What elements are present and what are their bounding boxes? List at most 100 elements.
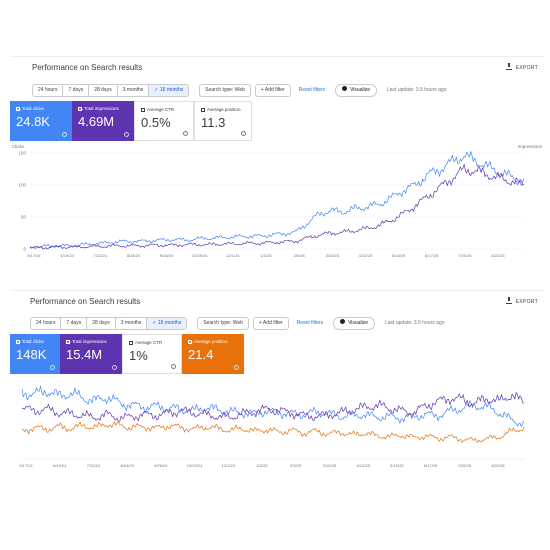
- metric-value: 11.3: [201, 115, 226, 130]
- x-tick-label: 5/15/25: [390, 463, 404, 468]
- range-28-days[interactable]: 28 days: [87, 317, 116, 329]
- last-update-text: Last update: 3.5 hours ago: [384, 320, 445, 326]
- range-3-months[interactable]: 3 months: [118, 84, 150, 96]
- checkbox-icon: [16, 339, 20, 344]
- checkbox-icon: [78, 106, 82, 111]
- checkbox-icon: [129, 340, 133, 345]
- x-tick-label: 10/29/24: [192, 253, 208, 258]
- help-icon[interactable]: [62, 132, 67, 137]
- reset-filters-link[interactable]: Reset filters: [296, 320, 324, 326]
- metric-card-total-impressions[interactable]: Total impressions 15.4M: [60, 334, 122, 374]
- checkbox-icon: [201, 107, 205, 112]
- range-24-hours[interactable]: 24 hours: [31, 317, 62, 329]
- x-tick-label: 9/26/24: [154, 463, 168, 468]
- x-tick-label: 4/12/25: [356, 463, 370, 468]
- x-tick-label: 2/5/25: [290, 463, 302, 468]
- metric-label: Average CTR: [135, 340, 163, 345]
- range-16-months[interactable]: ✓ 16 months: [147, 317, 187, 329]
- help-icon[interactable]: [171, 364, 176, 369]
- help-icon[interactable]: [124, 132, 129, 137]
- reset-filters-link[interactable]: Reset filters: [298, 87, 326, 93]
- range-28-days[interactable]: 28 days: [89, 84, 118, 96]
- range-16-months[interactable]: ✓ 16 months: [149, 84, 189, 96]
- y-tick-label: 50: [21, 215, 27, 220]
- metric-label: Total impressions: [72, 339, 107, 344]
- metric-label: Total clicks: [22, 106, 44, 111]
- date-range-selector: 24 hours 7 days 28 days 3 months ✓ 16 mo…: [32, 83, 190, 97]
- add-filter-button[interactable]: + Add filter: [254, 83, 291, 97]
- metric-label: Average position: [207, 107, 241, 112]
- download-icon: [505, 297, 512, 304]
- x-tick-label: 6/17/25: [425, 253, 439, 258]
- export-button[interactable]: EXPORT: [505, 297, 538, 305]
- export-label: EXPORT: [515, 299, 538, 305]
- visualize-label: Visualize: [348, 319, 368, 326]
- performance-chart-2: 5/17/24 6/19/24 7/22/24 8/24/24 9/26/24 10/29…: [10, 377, 544, 487]
- metric-value: 21.4: [188, 347, 214, 362]
- help-icon[interactable]: [234, 365, 239, 370]
- range-7-days[interactable]: 7 days: [63, 84, 90, 96]
- performance-chart-1: 150 100 50 0 Clicks Impressions 5/17/24 6/19/24…: [10, 143, 544, 275]
- checkbox-icon: [16, 106, 20, 111]
- filter-bar: 24 hours 7 days 28 days 3 months ✓ 16 mo…: [30, 316, 445, 330]
- visualize-button[interactable]: Visualize: [333, 316, 375, 330]
- x-tick-label: 6/19/24: [53, 463, 67, 468]
- search-type-filter[interactable]: Search type: Web: [197, 316, 249, 330]
- x-tick-label: 6/19/24: [60, 253, 74, 258]
- visualize-button[interactable]: Visualize: [335, 83, 377, 97]
- range-24-hours[interactable]: 24 hours: [33, 84, 64, 96]
- right-axis-label: Impressions: [518, 144, 543, 149]
- range-7-days[interactable]: 7 days: [61, 317, 88, 329]
- export-label: EXPORT: [515, 65, 538, 71]
- x-tick-label: 7/22/24: [87, 463, 101, 468]
- metric-cards: Total clicks 24.8K Total impressions 4.6…: [10, 101, 252, 141]
- metric-value: 24.8K: [16, 114, 50, 129]
- x-tick-label: 12/1/24: [222, 463, 236, 468]
- x-tick-label: 1/3/25: [256, 463, 268, 468]
- metric-card-average-position[interactable]: Average position 21.4: [182, 334, 244, 374]
- download-icon: [505, 63, 512, 70]
- visualize-label: Visualize: [350, 86, 370, 93]
- metric-value: 148K: [16, 347, 47, 362]
- x-tick-label: 3/10/25: [326, 253, 340, 258]
- series-line-average-position: [21, 420, 525, 443]
- metric-label: Total impressions: [84, 106, 119, 111]
- range-3-months[interactable]: 3 months: [116, 317, 148, 329]
- metric-card-average-ctr[interactable]: Average CTR 1%: [122, 334, 182, 374]
- last-update-text: Last update: 3.5 hours ago: [386, 87, 447, 93]
- help-icon[interactable]: [241, 131, 246, 136]
- metric-card-total-impressions[interactable]: Total impressions 4.69M: [72, 101, 134, 141]
- search-type-filter[interactable]: Search type: Web: [199, 83, 251, 97]
- help-icon[interactable]: [183, 131, 188, 136]
- x-tick-label: 8/24/24: [120, 463, 134, 468]
- metric-card-average-ctr[interactable]: Average CTR 0.5%: [134, 101, 194, 141]
- metric-card-average-position[interactable]: Average position 11.3: [194, 101, 252, 141]
- metric-value: 1%: [129, 348, 148, 363]
- chart-svg: 150 100 50 0 Clicks Impressions 5/17/24 6/19/24…: [12, 144, 543, 258]
- x-tick-label: 8/22/25: [491, 253, 505, 258]
- metric-label: Average position: [194, 339, 228, 344]
- filter-bar: 24 hours 7 days 28 days 3 months ✓ 16 mo…: [32, 83, 447, 97]
- series-line-total-clicks: [29, 151, 525, 249]
- metric-value: 0.5%: [141, 115, 171, 130]
- y-tick-label: 0: [23, 247, 26, 252]
- chart-svg: 5/17/24 6/19/24 7/22/24 8/24/24 9/26/24 10/29…: [19, 385, 525, 468]
- add-filter-button[interactable]: + Add filter: [252, 316, 289, 330]
- series-line-total-clicks: [21, 385, 525, 427]
- x-tick-label: 2/5/25: [294, 253, 306, 258]
- export-button[interactable]: EXPORT: [505, 63, 538, 71]
- metric-card-total-clicks[interactable]: Total clicks 148K: [10, 334, 60, 374]
- y-tick-label: 100: [18, 183, 26, 188]
- help-icon[interactable]: [112, 365, 117, 370]
- metric-card-total-clicks[interactable]: Total clicks 24.8K: [10, 101, 72, 141]
- performance-panel-1: Performance on Search results EXPORT 24 …: [10, 56, 544, 275]
- x-tick-label: 5/15/25: [392, 253, 406, 258]
- help-icon[interactable]: [50, 365, 55, 370]
- metric-value: 15.4M: [66, 347, 103, 362]
- checkbox-icon: [188, 339, 192, 344]
- x-tick-label: 5/17/24: [27, 253, 41, 258]
- x-tick-label: 4/12/25: [359, 253, 373, 258]
- x-tick-label: 7/20/25: [458, 463, 472, 468]
- performance-panel-2: Performance on Search results EXPORT 24 …: [10, 290, 544, 491]
- x-tick-label: 1/3/25: [260, 253, 272, 258]
